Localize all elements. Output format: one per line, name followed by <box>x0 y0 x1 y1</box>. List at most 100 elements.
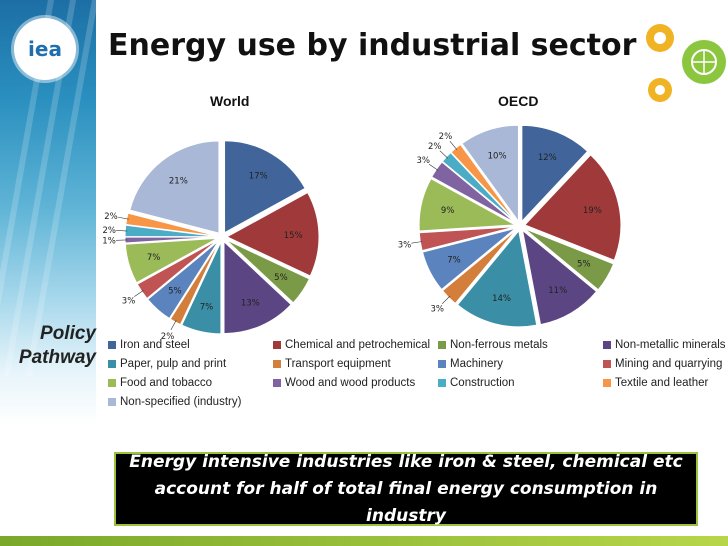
oecd-slice-label-2: 5% <box>577 260 591 270</box>
world-slice-label-5: 2% <box>161 332 175 342</box>
legend-label: Non-ferrous metals <box>450 339 548 351</box>
legend-swatch <box>438 379 446 387</box>
legend-item: Non-metallic minerals <box>603 336 728 354</box>
pie-charts: 17%15%5%13%7%2%5%3%7%1%2%2%21%12%19%5%11… <box>102 124 622 342</box>
oecd-slice-label-0: 12% <box>538 153 557 163</box>
world-leader-line-10 <box>116 230 128 232</box>
legend-item: Non-specified (industry) <box>108 393 273 411</box>
world-leader-line-5 <box>170 320 177 331</box>
world-slice-label-3: 13% <box>241 298 260 308</box>
callout-box: Energy intensive industries like iron & … <box>114 452 698 526</box>
legend-label: Mining and quarrying <box>615 358 723 370</box>
legend-label: Food and tobacco <box>120 377 213 389</box>
legend-swatch <box>273 341 281 349</box>
logo-text: iea <box>28 37 62 61</box>
world-slice-label-2: 5% <box>274 273 288 283</box>
world-slice-label-0: 17% <box>249 172 268 182</box>
legend-swatch <box>438 360 446 368</box>
world-slice-3 <box>223 240 292 335</box>
legend-label: Textile and leather <box>615 377 709 389</box>
chart-legend: Iron and steel Chemical and petrochemical… <box>108 336 728 411</box>
legend-label: Machinery <box>450 358 504 370</box>
world-chart-title: World <box>210 93 250 109</box>
oecd-slice-4 <box>456 229 538 328</box>
oecd-slice-label-1: 19% <box>583 206 602 216</box>
world-slice-label-10: 2% <box>102 226 116 236</box>
legend-item: Non-ferrous metals <box>438 336 603 354</box>
iea-logo: iea <box>14 18 76 80</box>
world-slice-0 <box>224 140 306 234</box>
legend-item: Wood and wood products <box>273 374 438 392</box>
world-slice-label-6: 5% <box>168 286 182 296</box>
oecd-slice-label-10: 2% <box>428 142 442 152</box>
oecd-slice-label-3: 11% <box>548 286 567 296</box>
world-slice-label-9: 1% <box>102 237 116 247</box>
legend-label: Non-metallic minerals <box>615 339 726 351</box>
legend-swatch <box>108 398 116 406</box>
oecd-slice-2 <box>523 228 615 291</box>
legend-swatch <box>273 379 281 387</box>
oecd-slice-1 <box>524 154 622 261</box>
legend-item: Textile and leather <box>603 374 728 392</box>
oecd-leader-line-7 <box>411 241 423 244</box>
side-label-line-1: Policy <box>40 323 96 344</box>
world-leader-line-7 <box>134 290 144 297</box>
legend-item: Mining and quarrying <box>603 355 728 373</box>
oecd-slice-8 <box>418 177 517 232</box>
oecd-slice-label-6: 7% <box>447 256 461 266</box>
oecd-chart-title: OECD <box>498 93 539 109</box>
world-slice-12 <box>129 140 220 234</box>
legend-swatch <box>108 379 116 387</box>
world-slice-label-12: 21% <box>169 177 188 187</box>
world-slice-1 <box>225 191 320 277</box>
policy-pathway-label: Policy Pathway <box>4 322 96 370</box>
oecd-slice-label-11: 2% <box>439 132 453 142</box>
bottom-bar <box>0 536 728 546</box>
world-slice-2 <box>225 239 311 304</box>
oecd-slice-label-8: 9% <box>441 206 455 216</box>
side-label-line-2: Pathway <box>18 347 96 368</box>
legend-swatch <box>108 341 116 349</box>
legend-swatch <box>603 379 611 387</box>
oecd-slice-3 <box>521 229 598 326</box>
oecd-leader-line-11 <box>449 141 458 150</box>
legend-label: Iron and steel <box>120 339 190 351</box>
oecd-leader-line-10 <box>439 150 449 159</box>
oecd-slice-12 <box>461 124 519 223</box>
world-leader-line-11 <box>117 216 129 220</box>
legend-item: Transport equipment <box>273 355 438 373</box>
world-slice-label-8: 7% <box>147 253 161 263</box>
world-slice-label-4: 7% <box>200 303 214 313</box>
left-decor-strip: iea <box>0 0 96 546</box>
world-slice-label-7: 3% <box>122 297 136 307</box>
legend-item: Chemical and petrochemical <box>273 336 438 354</box>
legend-item: Food and tobacco <box>108 374 273 392</box>
legend-label: Wood and wood products <box>285 377 416 389</box>
oecd-slice-label-12: 10% <box>488 152 507 162</box>
legend-label: Paper, pulp and print <box>120 358 227 370</box>
oecd-slice-6 <box>421 227 516 291</box>
oecd-leader-line-5 <box>442 295 451 304</box>
world-slice-label-1: 15% <box>284 231 303 241</box>
callout-line-1: Energy intensive industries like iron & … <box>129 451 683 472</box>
legend-item: Machinery <box>438 355 603 373</box>
legend-label: Non-specified (industry) <box>120 396 242 408</box>
world-slice-label-11: 2% <box>104 212 118 222</box>
legend-swatch <box>108 360 116 368</box>
legend-swatch <box>603 341 611 349</box>
legend-label: Construction <box>450 377 515 389</box>
world-slice-6 <box>147 240 220 320</box>
oecd-slice-label-7: 3% <box>398 240 412 250</box>
oecd-slice-0 <box>521 124 589 223</box>
oecd-slice-label-5: 3% <box>431 305 445 315</box>
callout-line-2: account for half of total final energy c… <box>154 478 658 526</box>
legend-swatch <box>273 360 281 368</box>
oecd-leader-line-9 <box>428 163 439 171</box>
legend-label: Chemical and petrochemical <box>285 339 431 351</box>
world-slice-4 <box>181 241 222 335</box>
world-slice-8 <box>124 237 218 284</box>
legend-swatch <box>438 341 446 349</box>
oecd-slice-label-9: 3% <box>416 156 430 166</box>
legend-item: Paper, pulp and print <box>108 355 273 373</box>
slide-title: Energy use by industrial sector <box>108 28 637 63</box>
